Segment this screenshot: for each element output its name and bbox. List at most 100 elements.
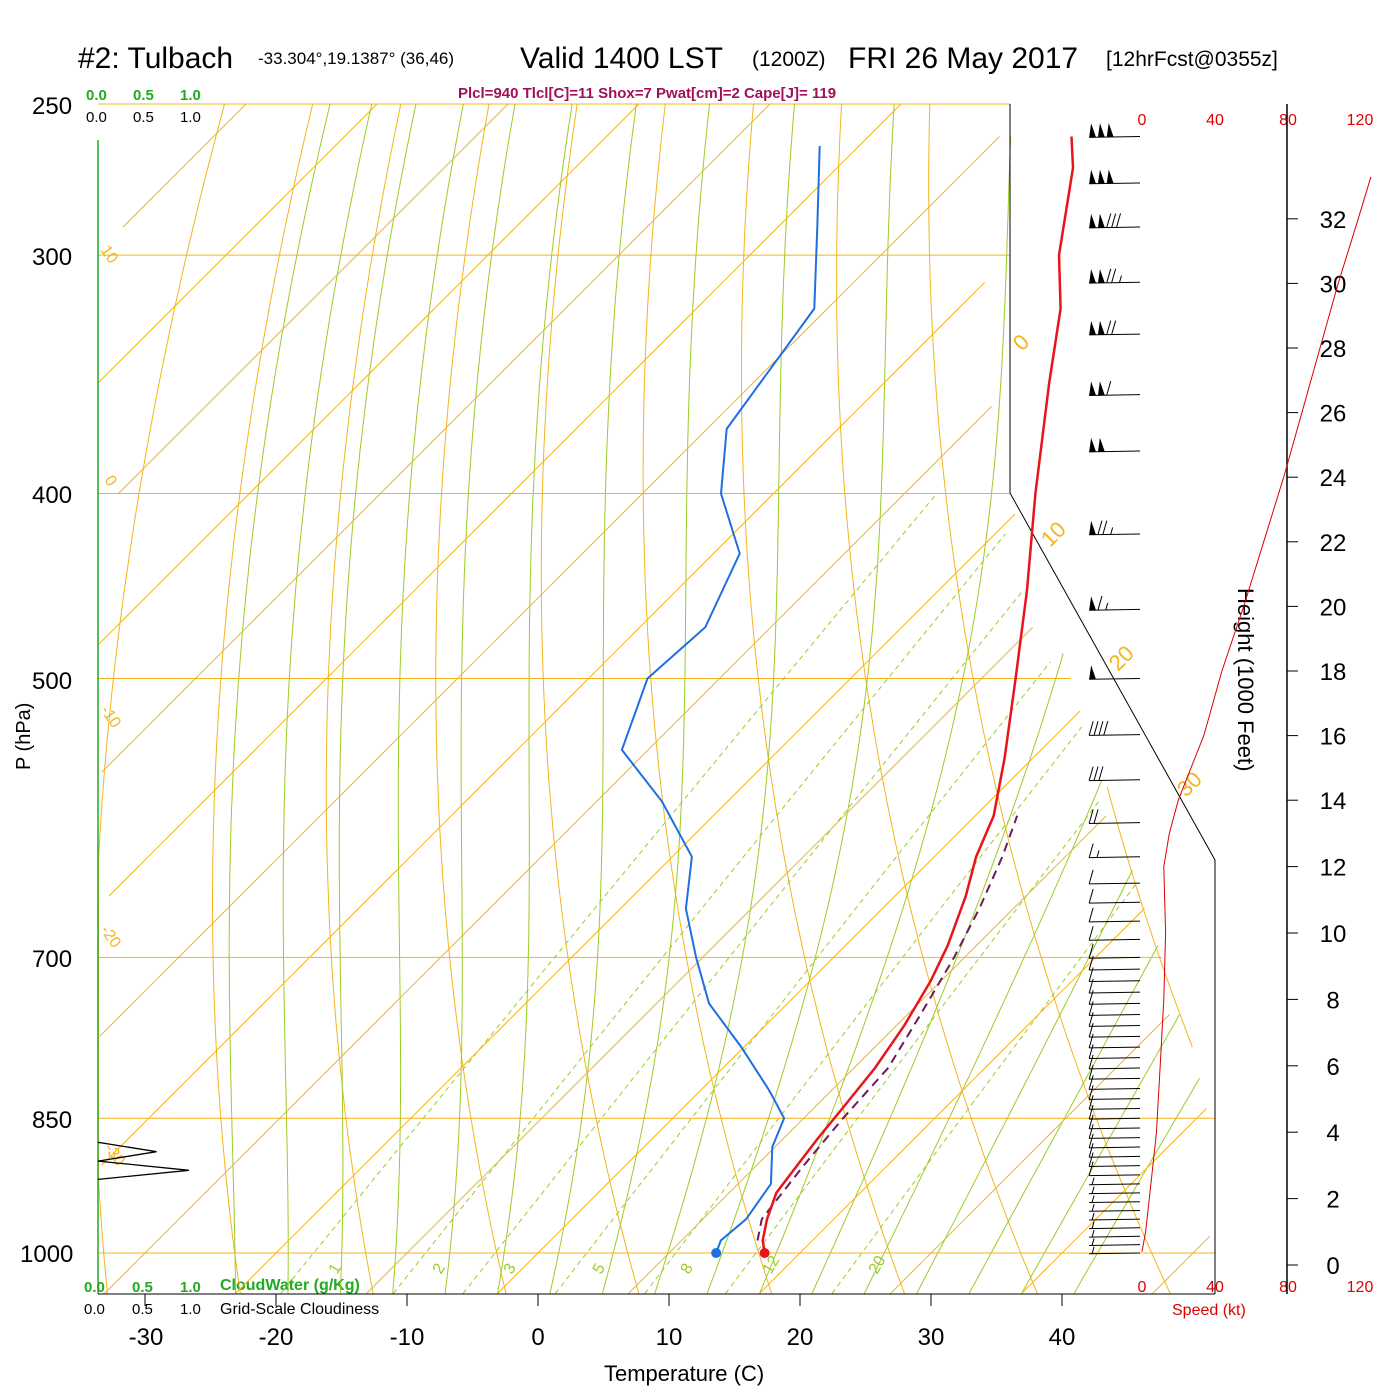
wind-barb-shaft <box>1089 1107 1141 1110</box>
wind-barb-half-flag <box>1091 1246 1095 1254</box>
wind-barb-pennant <box>1097 213 1105 228</box>
wind-barb <box>1088 1161 1141 1177</box>
surface-dewpoint-point <box>711 1248 722 1258</box>
temperature-tick-label: 20 <box>787 1324 814 1351</box>
wind-barb-shaft <box>1089 1098 1141 1100</box>
wind-barb-shaft <box>1089 882 1141 885</box>
pressure-tick-label: 250 <box>32 93 72 120</box>
wind-barb-shaft <box>1089 980 1141 983</box>
moist-adiabat-line <box>601 104 711 1294</box>
mixing-ratio-line <box>280 493 938 1294</box>
pressure-tick-label: 1000 <box>20 1241 73 1268</box>
wind-barb-shaft <box>1089 533 1141 536</box>
wind-barb-half-flag <box>1091 1212 1095 1221</box>
wind-barb <box>1088 1023 1141 1038</box>
wind-barb <box>1088 869 1141 885</box>
wind-barb-shaft <box>1089 394 1141 396</box>
wind-barb-pennant <box>1097 268 1105 283</box>
temperature-tick-label: -10 <box>390 1324 425 1351</box>
dry-adiabat-label: 0 <box>101 473 120 490</box>
station-title: #2: Tulbach <box>78 42 233 75</box>
temperature-trace <box>761 136 1075 1254</box>
wind-barb-flag <box>1093 766 1099 781</box>
mixing-ratio-label: 12 <box>760 1253 784 1277</box>
wind-barb-pennant <box>1106 169 1114 184</box>
wind-barb-shaft <box>1089 1192 1141 1195</box>
wind-barb-shaft <box>1089 1252 1141 1255</box>
cloudiness-scale-2: 1.0 <box>180 109 201 126</box>
wind-barb-flag <box>1088 869 1094 885</box>
speed-tick-labels: 0 40 80 120 0 40 80 120 <box>1138 112 1374 1296</box>
wind-barb-flag <box>1088 1012 1094 1027</box>
wind-barb-shaft <box>1089 1035 1141 1038</box>
wind-barb <box>1088 1075 1141 1090</box>
wind-barb-half-flag <box>1096 850 1100 858</box>
wind-barb-shaft <box>1089 968 1141 971</box>
wind-barb <box>1089 1186 1141 1195</box>
wind-barb <box>1089 1238 1141 1246</box>
temperature-tick-label: -30 <box>129 1324 164 1351</box>
cloudiness-scale-bottom-0: 0.0 <box>84 1301 105 1318</box>
wind-barb <box>1089 520 1141 536</box>
wind-barb <box>1088 1104 1141 1120</box>
wind-barb <box>1089 268 1141 284</box>
valid-time: Valid 1400 LST <box>520 42 723 75</box>
wind-barb <box>1088 766 1141 782</box>
wind-barb-flag <box>1088 1085 1094 1100</box>
wind-speed-profile <box>1141 176 1372 1252</box>
wind-barb-flag <box>1088 1133 1094 1148</box>
temperature-tick-label: 30 <box>918 1324 945 1351</box>
mixing-ratio-line <box>462 590 1023 1294</box>
cloudwater-scale-bottom-0: 0.0 <box>84 1279 105 1296</box>
wind-speed-line <box>1141 176 1372 1252</box>
valid-date: FRI 26 May 2017 <box>848 42 1078 75</box>
temperature-tick-labels: -30 -20 -10 0 10 20 30 40 <box>129 1324 1076 1351</box>
cloudiness-scale-1: 0.5 <box>133 109 154 126</box>
mixing-ratio-label: 2 <box>430 1261 449 1277</box>
wind-barb-shaft <box>1089 1155 1141 1158</box>
pressure-tick-label: 850 <box>32 1107 72 1134</box>
wind-barb-pennant <box>1097 169 1105 184</box>
wind-barb-pennant <box>1089 320 1096 335</box>
wind-barb-half-flag <box>1091 1195 1095 1203</box>
wind-barb-shaft <box>1089 822 1141 824</box>
wind-barb-shaft <box>1089 901 1141 904</box>
height-tick-label: 8 <box>1326 987 1339 1014</box>
cloudwater-scale-0: 0.0 <box>86 87 107 104</box>
isotherm-line <box>1021 1108 1207 1294</box>
wind-barb-shaft <box>1089 1002 1141 1005</box>
wind-barb-flag <box>1088 1114 1094 1129</box>
wind-barb-half-flag <box>1091 1238 1095 1246</box>
moist-adiabat-line <box>392 104 464 1294</box>
wind-barb-shaft <box>1089 182 1141 185</box>
forecast-info: [12hrFcst@0355z] <box>1106 48 1278 71</box>
wind-barb-pennant <box>1089 437 1096 452</box>
wind-barb-flag <box>1088 888 1094 904</box>
isotherm-line <box>759 908 1145 1294</box>
wind-barb <box>1088 888 1141 904</box>
wind-barb-half-flag <box>1105 602 1109 611</box>
wind-barb-flag <box>1088 907 1094 923</box>
wind-barb-flag <box>1098 721 1104 736</box>
wind-barb <box>1089 213 1141 229</box>
wind-barb-flag <box>1106 213 1112 228</box>
moist-adiabat-line <box>497 104 573 1294</box>
height-tick-label: 16 <box>1320 724 1347 751</box>
wind-barb-pennant <box>1089 596 1096 611</box>
height-tick-label: 24 <box>1320 465 1347 492</box>
wind-barb-half-flag <box>1091 1229 1095 1238</box>
wind-barbs <box>1088 123 1141 1255</box>
height-tick-label: 12 <box>1320 855 1347 882</box>
wind-barb <box>1089 1229 1141 1238</box>
wind-barb-flag <box>1088 1161 1094 1176</box>
wind-barb-flag <box>1097 520 1103 535</box>
wind-barb-pennant <box>1089 269 1096 284</box>
moist-adiabat-line <box>549 104 637 1294</box>
wind-barb <box>1088 1133 1141 1149</box>
mixing-ratio-label: 20 <box>866 1253 890 1277</box>
wind-barb-shaft <box>1089 734 1141 736</box>
wind-barb-flag <box>1102 520 1108 535</box>
wind-barb <box>1089 1221 1141 1230</box>
wind-barb-half-flag <box>1091 1177 1095 1185</box>
